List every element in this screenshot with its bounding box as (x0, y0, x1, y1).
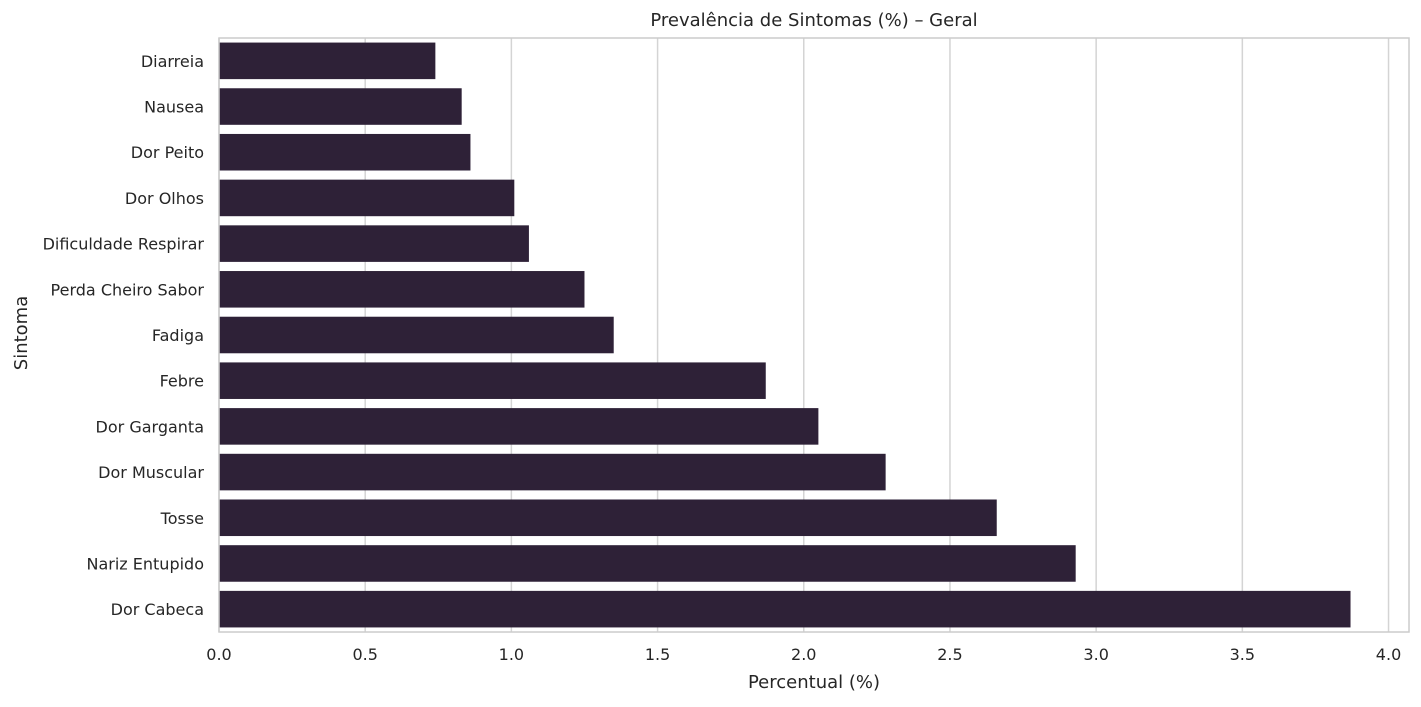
bar (219, 453, 886, 491)
bar (219, 316, 614, 354)
y-tick-label: Dor Muscular (98, 463, 204, 482)
y-tick-label: Fadiga (152, 326, 204, 345)
x-tick-label: 0.5 (352, 645, 377, 664)
plot-frame-border (218, 37, 1410, 633)
y-tick-label: Dificuldade Respirar (43, 235, 205, 254)
y-tick-label: Nausea (144, 98, 204, 117)
bar (219, 545, 1076, 582)
x-tick-label: 2.0 (791, 645, 816, 664)
y-tick-label: Dor Garganta (96, 417, 204, 436)
bar (219, 408, 819, 445)
bars (219, 42, 1351, 628)
x-tick-label: 3.5 (1230, 645, 1255, 664)
chart-title: Prevalência de Sintomas (%) – Geral (650, 10, 977, 31)
x-tick-label: 3.0 (1083, 645, 1108, 664)
x-tick-labels: 0.0 0.5 1.0 1.5 2.0 2.5 3.0 3.5 4.0 (206, 645, 1401, 664)
x-tick-label: 1.0 (499, 645, 524, 664)
bar (219, 362, 766, 399)
y-tick-label: Tosse (160, 509, 204, 528)
bar (219, 499, 997, 537)
x-tick-label: 4.0 (1376, 645, 1401, 664)
bar (219, 133, 471, 171)
y-axis-title: Sintoma (11, 296, 32, 370)
x-tick-label: 1.5 (645, 645, 670, 664)
bar (219, 179, 515, 217)
y-tick-labels: Diarreia Nausea Dor Peito Dor Olhos Dificuld… (43, 52, 205, 619)
bar (219, 590, 1351, 628)
bar (219, 271, 585, 308)
plot-frame (218, 37, 1410, 633)
y-tick-label: Perda Cheiro Sabor (51, 280, 205, 299)
bar (219, 88, 462, 125)
y-tick-label: Nariz Entupido (87, 554, 205, 573)
x-axis-title: Percentual (%) (748, 672, 880, 693)
y-tick-label: Dor Olhos (125, 189, 204, 208)
bar (219, 42, 436, 80)
x-tick-label: 0.0 (206, 645, 231, 664)
x-tick-label: 2.5 (937, 645, 962, 664)
y-tick-label: Dor Cabeca (111, 600, 204, 619)
bar (219, 225, 529, 262)
y-tick-label: Dor Peito (131, 143, 204, 162)
y-tick-label: Diarreia (141, 52, 204, 71)
y-tick-label: Febre (160, 372, 204, 391)
